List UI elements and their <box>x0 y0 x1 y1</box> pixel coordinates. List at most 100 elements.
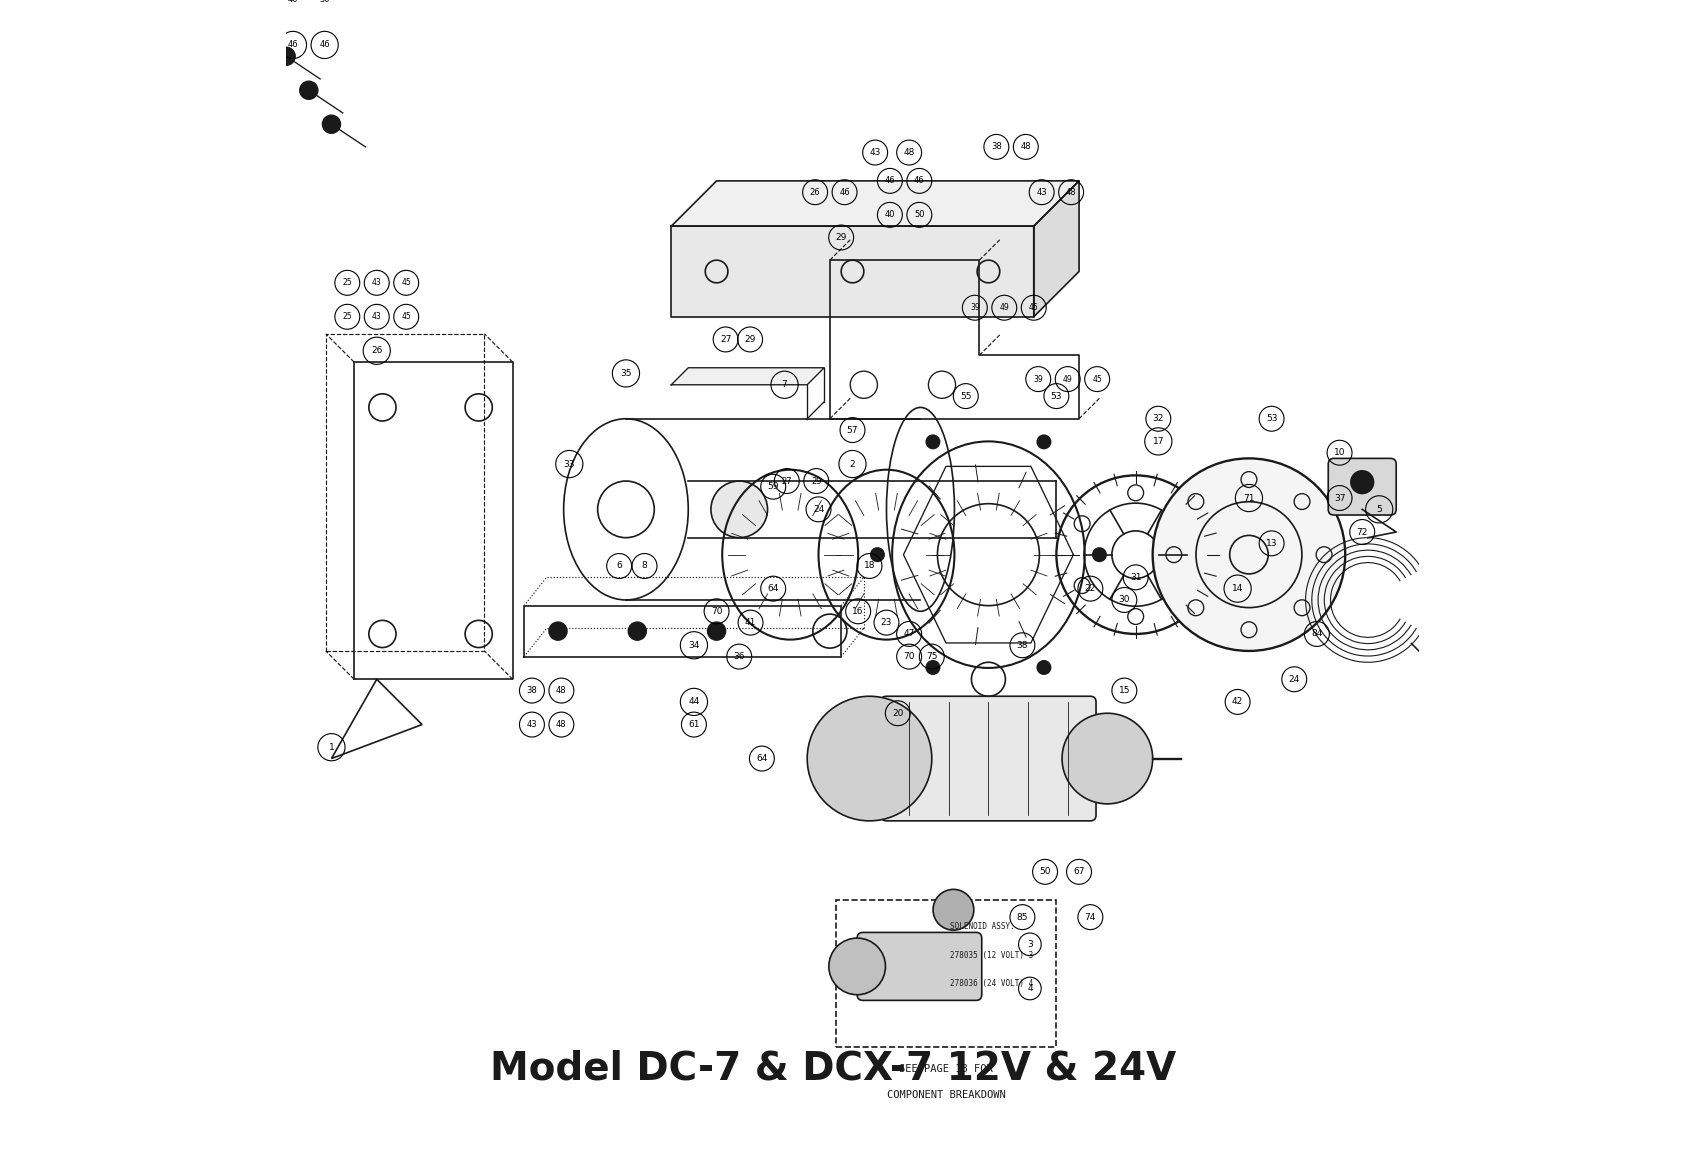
Text: 278035 (12 VOLT) 3: 278035 (12 VOLT) 3 <box>950 951 1033 960</box>
Text: 16: 16 <box>852 606 864 616</box>
Text: 13: 13 <box>1265 539 1277 547</box>
Text: 46: 46 <box>839 188 849 196</box>
Text: 36: 36 <box>733 653 745 661</box>
Text: 30: 30 <box>1118 596 1130 604</box>
Text: 45: 45 <box>401 278 411 288</box>
Text: 70: 70 <box>904 653 916 661</box>
Circle shape <box>278 47 295 66</box>
Polygon shape <box>1033 181 1079 316</box>
Text: 57: 57 <box>847 425 858 434</box>
Text: 43: 43 <box>870 148 881 157</box>
Text: 33: 33 <box>564 460 575 469</box>
Circle shape <box>829 938 885 994</box>
Text: Model DC-7 & DCX-7 12V & 24V: Model DC-7 & DCX-7 12V & 24V <box>489 1049 1176 1087</box>
Circle shape <box>711 480 767 538</box>
FancyBboxPatch shape <box>881 696 1096 821</box>
Text: 32: 32 <box>1153 415 1165 423</box>
Text: 47: 47 <box>904 629 916 639</box>
Text: 42: 42 <box>1233 698 1243 707</box>
Text: 37: 37 <box>1333 493 1345 502</box>
Text: 10: 10 <box>1333 448 1345 457</box>
Text: 1: 1 <box>329 743 334 752</box>
Text: 46: 46 <box>914 177 924 185</box>
Circle shape <box>708 623 726 640</box>
Text: 38: 38 <box>527 686 537 695</box>
Polygon shape <box>672 181 1079 226</box>
Text: 31: 31 <box>1130 573 1141 582</box>
Text: SEE PAGE 18 FOR: SEE PAGE 18 FOR <box>899 1065 992 1074</box>
Circle shape <box>1350 471 1374 493</box>
Text: 67: 67 <box>1072 867 1084 877</box>
Text: 75: 75 <box>926 653 938 661</box>
Text: 4: 4 <box>1026 984 1033 993</box>
Text: 7: 7 <box>781 380 788 389</box>
Text: 2: 2 <box>849 460 856 469</box>
Text: 50: 50 <box>1040 867 1050 877</box>
Text: 70: 70 <box>711 606 723 616</box>
Text: 43: 43 <box>372 278 382 288</box>
Text: 27: 27 <box>720 335 731 344</box>
Circle shape <box>322 116 341 133</box>
Text: 45: 45 <box>1093 374 1101 383</box>
Text: 18: 18 <box>864 561 875 571</box>
Text: 35: 35 <box>621 368 633 378</box>
Text: 20: 20 <box>892 709 904 717</box>
Text: 43: 43 <box>1037 188 1047 196</box>
Text: 45: 45 <box>401 312 411 321</box>
Circle shape <box>627 623 646 640</box>
Circle shape <box>871 547 885 561</box>
Text: 29: 29 <box>812 477 822 485</box>
Text: 27: 27 <box>781 477 793 485</box>
Text: 25: 25 <box>343 278 353 288</box>
Bar <box>835 900 1057 1048</box>
Text: 43: 43 <box>372 312 382 321</box>
Text: 40: 40 <box>288 0 298 5</box>
Text: 26: 26 <box>372 346 382 356</box>
Text: 46: 46 <box>885 177 895 185</box>
Text: 29: 29 <box>835 233 847 243</box>
Text: 59: 59 <box>767 482 779 491</box>
Circle shape <box>926 435 939 448</box>
Circle shape <box>549 623 568 640</box>
Text: 23: 23 <box>881 618 892 627</box>
Text: 38: 38 <box>991 142 1003 151</box>
Text: 24: 24 <box>813 505 824 514</box>
Text: 61: 61 <box>689 720 699 729</box>
Circle shape <box>1093 547 1107 561</box>
Text: 48: 48 <box>904 148 916 157</box>
Text: 39: 39 <box>1033 374 1043 383</box>
Text: 44: 44 <box>689 698 699 707</box>
Text: SOLENOID ASSY.: SOLENOID ASSY. <box>950 922 1014 931</box>
Text: 50: 50 <box>914 210 924 219</box>
FancyBboxPatch shape <box>1328 459 1396 515</box>
Text: 71: 71 <box>1243 493 1255 502</box>
FancyBboxPatch shape <box>1437 670 1473 694</box>
Polygon shape <box>672 226 1033 316</box>
Text: 53: 53 <box>1050 392 1062 401</box>
Text: 64: 64 <box>767 584 779 594</box>
Text: 55: 55 <box>960 392 972 401</box>
Circle shape <box>1153 459 1345 651</box>
Text: 50: 50 <box>319 0 329 5</box>
Text: 41: 41 <box>745 618 757 627</box>
Circle shape <box>926 661 939 675</box>
Text: 85: 85 <box>1016 912 1028 922</box>
Text: 64: 64 <box>757 754 767 763</box>
Circle shape <box>1037 435 1050 448</box>
Text: 278036 (24 VOLT) 4: 278036 (24 VOLT) 4 <box>950 979 1033 988</box>
Circle shape <box>933 889 974 930</box>
Text: 74: 74 <box>1084 912 1096 922</box>
Text: 48: 48 <box>556 686 566 695</box>
Text: 39: 39 <box>970 304 980 312</box>
Text: 38: 38 <box>1016 641 1028 650</box>
Text: 46: 46 <box>319 40 331 50</box>
Text: 40: 40 <box>885 210 895 219</box>
Text: 48: 48 <box>556 720 566 729</box>
Text: 22: 22 <box>1084 584 1096 594</box>
Text: 43: 43 <box>527 720 537 729</box>
Text: 34: 34 <box>689 641 699 650</box>
Text: 8: 8 <box>641 561 648 571</box>
Text: 5: 5 <box>1376 505 1383 514</box>
Circle shape <box>300 81 317 99</box>
Text: 26: 26 <box>810 188 820 196</box>
